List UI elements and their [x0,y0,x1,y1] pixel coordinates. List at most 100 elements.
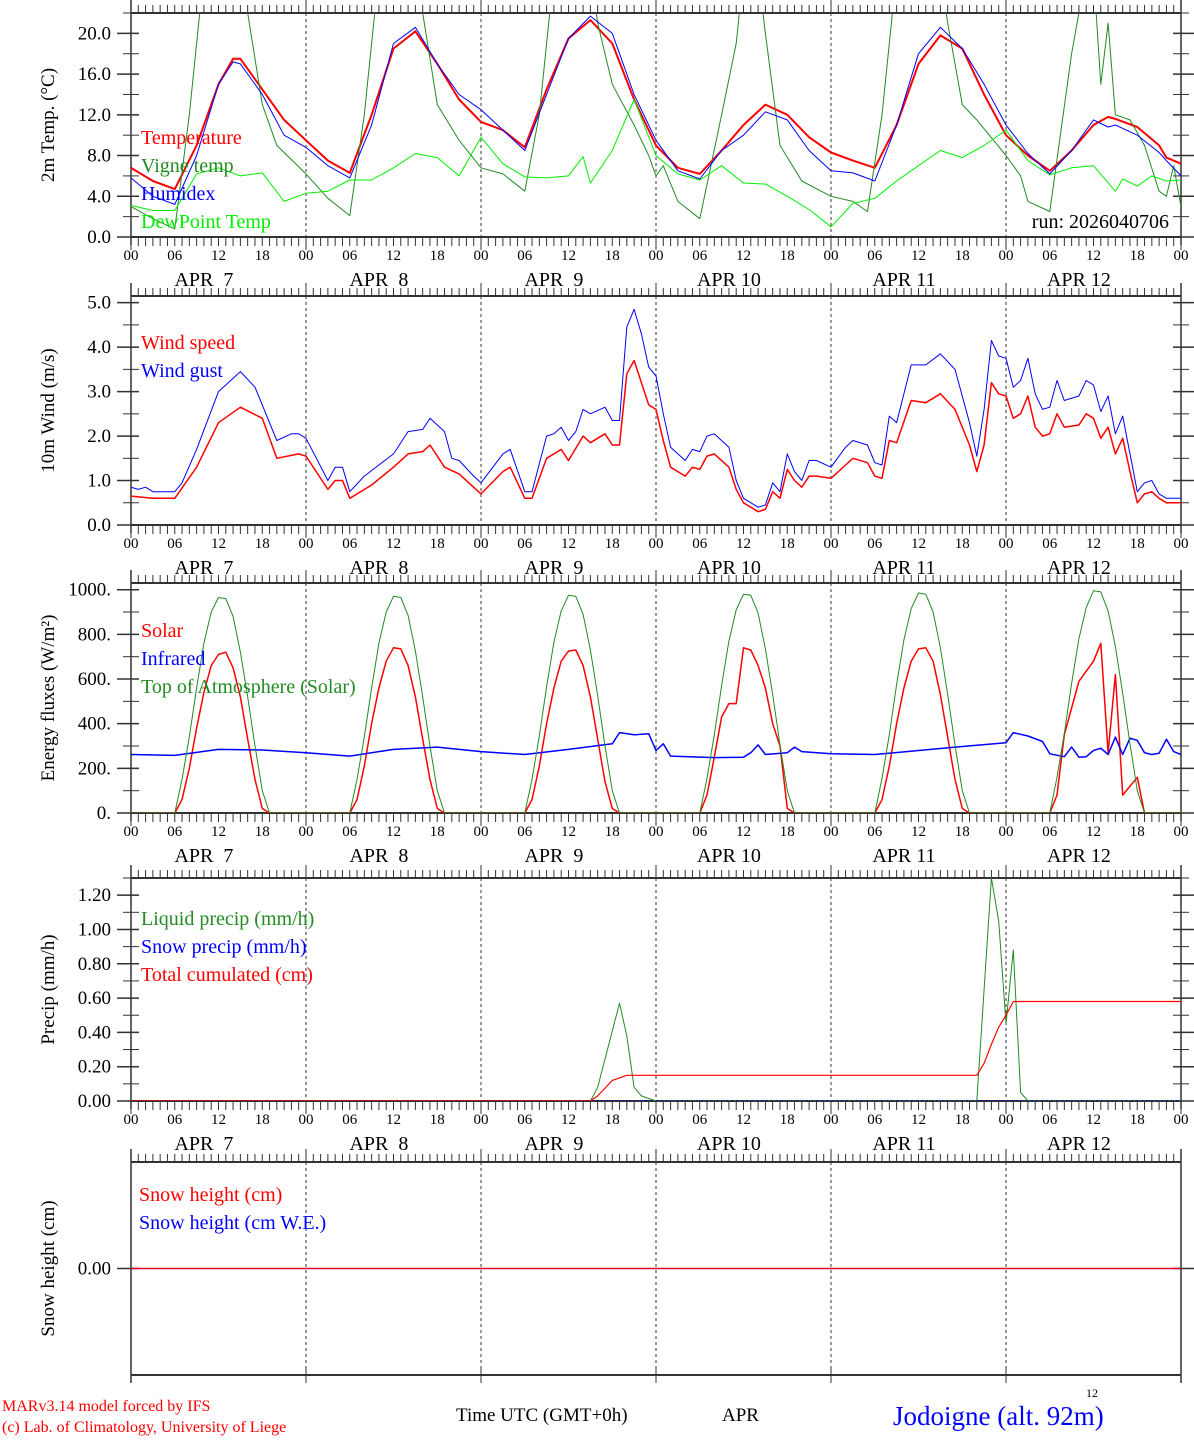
y-axis-title: Energy fluxes (W/m²) [38,615,59,782]
x-tick-label: 12 [561,824,576,840]
x-tick-label: 06 [692,1112,708,1128]
x-date-label: APR 9 [524,557,583,579]
x-tick-label: 06 [167,248,183,264]
x-tick-label: 06 [167,824,183,840]
x-date-label: APR 10 [697,269,761,291]
legend-entry: Solar [141,620,184,642]
x-tick-label: 06 [692,536,708,552]
x-tick-label: 00 [824,536,839,552]
x-tick-label: 18 [1130,1112,1145,1128]
legend-entry: Liquid precip (mm/h) [141,908,314,930]
series-group [131,590,1181,813]
x-tick-label: 00 [649,536,664,552]
x-date-label: APR 12 [1047,845,1111,867]
y-tick-label: 0.00 [78,1091,111,1112]
series-group [131,308,1181,513]
x-tick-label: 18 [605,824,620,840]
y-tick-label: 1.00 [78,919,111,940]
y-tick-label: 0.0 [87,515,111,536]
x-date-label: APR 11 [872,557,935,579]
x-date-label: APR 7 [174,845,233,867]
x-tick-label: 12 [1086,824,1101,840]
x-tick-label: 00 [299,1112,314,1128]
superscript-label: 12 [1086,1386,1098,1400]
x-tick-label: 00 [824,824,839,840]
series-line-humidex [131,15,1181,205]
x-tick-label: 00 [299,536,314,552]
x-tick-label: 18 [430,248,445,264]
y-axis-title: 10m Wind (m/s) [38,348,59,473]
x-tick-label: 06 [692,248,708,264]
x-tick-label: 18 [430,824,445,840]
x-tick-label: 18 [605,536,620,552]
x-tick-label: 06 [342,1112,358,1128]
series-group [131,13,1181,230]
x-tick-label: 18 [780,536,795,552]
x-tick-label: 06 [867,824,883,840]
x-tick-label: 00 [649,824,664,840]
y-tick-label: 1.20 [78,885,111,906]
y-tick-label: 16.0 [78,64,111,85]
series-line-liquid-precip-mm-h [131,878,1181,1101]
y-tick-label: 8.0 [87,146,111,167]
credit-line-2: (c) Lab. of Climatology, University of L… [2,1419,287,1436]
credit-line-1: MARv3.14 model forced by IFS [2,1398,211,1415]
x-tick-label: 12 [561,536,576,552]
x-tick-label: 06 [867,536,883,552]
x-tick-label: 00 [299,824,314,840]
series-line-total-cumulated-cm [131,1000,1181,1101]
y-tick-label: 12.0 [78,105,111,126]
y-tick-label: 0.00 [78,1259,111,1280]
x-tick-label: 18 [955,536,970,552]
x-tick-label: 18 [605,1112,620,1128]
legend-entry: Wind speed [141,332,235,354]
x-tick-label: 06 [867,248,883,264]
y-tick-label: 600. [78,669,111,690]
x-tick-label: 00 [1174,536,1189,552]
x-tick-label: 00 [999,1112,1014,1128]
x-tick-label: 06 [517,536,533,552]
legend-entry: Total cumulated (cm) [141,964,313,986]
legend-entry: Infrared [141,648,205,670]
x-tick-label: 12 [911,536,926,552]
legend-entry: Wind gust [141,360,223,382]
x-tick-label: 06 [692,824,708,840]
y-tick-label: 5.0 [87,293,111,314]
x-tick-label: 18 [255,248,270,264]
x-tick-label: 18 [1130,536,1145,552]
legend-entry: Humidex [141,183,215,205]
y-tick-label: 0.20 [78,1057,111,1078]
series-line-infrared [131,731,1181,759]
x-tick-label: 18 [955,1112,970,1128]
x-tick-label: 12 [736,1112,751,1128]
y-tick-label: 2.0 [87,426,111,447]
x-tick-label: 12 [911,1112,926,1128]
x-date-label: APR 8 [349,269,408,291]
x-date-label: APR 11 [872,1133,935,1155]
y-tick-label: 3.0 [87,382,111,403]
x-date-label: APR 12 [1047,269,1111,291]
panel-3: 0. 200. 400. 600. 800. 1000. Energy fluxes (W/… [38,570,1194,867]
x-date-label: APR 12 [1047,557,1111,579]
x-tick-label: 18 [780,1112,795,1128]
panel-1: 0.0 4.0 8.0 12.0 16.0 20.0 2m Temp. (°C) 00 06 12… [38,0,1194,291]
x-tick-label: 12 [386,536,401,552]
x-tick-label: 06 [517,248,533,264]
x-date-label: APR 8 [349,845,408,867]
x-tick-label: 12 [561,248,576,264]
x-tick-label: 12 [736,536,751,552]
x-tick-label: 18 [605,248,620,264]
x-date-label: APR 10 [697,1133,761,1155]
x-tick-label: 12 [911,824,926,840]
x-date-label: APR 11 [872,269,935,291]
x-tick-label: 12 [211,1112,226,1128]
x-tick-label: 06 [1042,536,1058,552]
x-tick-label: 00 [649,1112,664,1128]
x-tick-label: 18 [1130,248,1145,264]
x-tick-label: 06 [167,536,183,552]
x-tick-label: 12 [386,248,401,264]
station-name: Jodoigne (alt. 92m) [893,1401,1104,1431]
x-date-label: APR 8 [349,557,408,579]
legend-entry: Temperature [141,127,242,149]
x-date-label: APR 7 [174,269,233,291]
